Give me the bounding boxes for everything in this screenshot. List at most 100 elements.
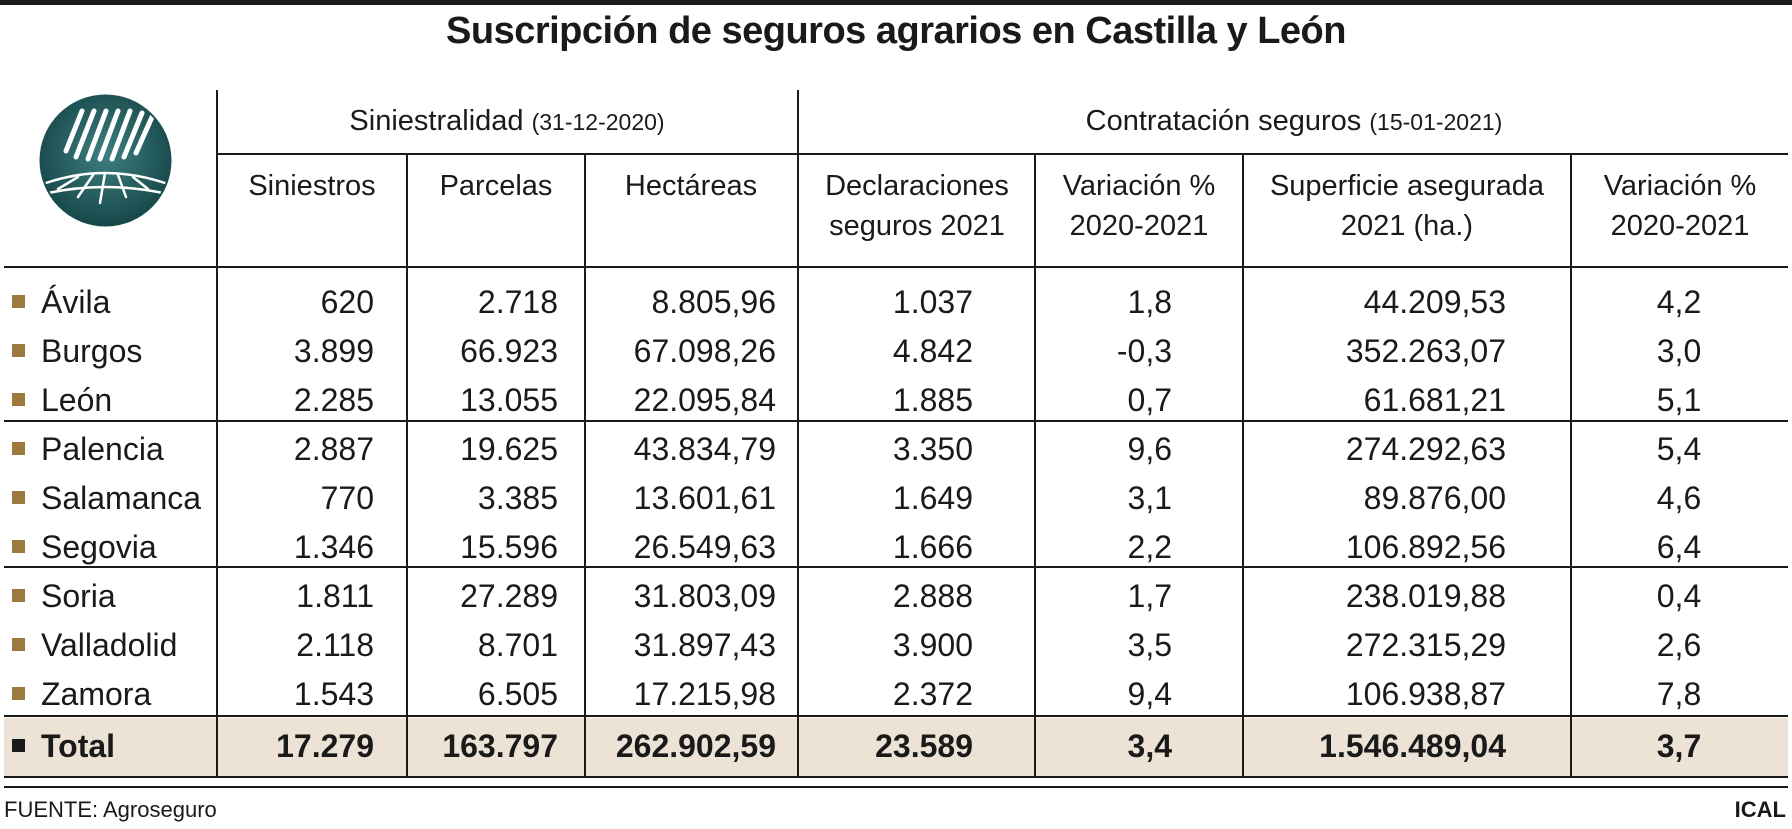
column-header-parcelas: Parcelas	[439, 170, 553, 202]
cell-variacion-superficie: 5,4	[1656, 431, 1702, 467]
cell-declaraciones: 2.888	[892, 578, 973, 614]
cell-hectareas: 31.897,43	[633, 627, 776, 663]
table-row-total: Total 17.279 163.797 262.902,59 23.589 3,4 1.5…	[0, 722, 1792, 770]
cell-parcelas: 2.718	[477, 284, 558, 320]
cell-hectareas: 22.095,84	[633, 382, 776, 418]
rule-header-bottom	[4, 266, 1788, 268]
row-label: Burgos	[12, 327, 142, 375]
rule-total-bottom	[4, 776, 1788, 778]
table-row: Ávila 620 2.718 8.805,96 1.037 1,8 44.209,53 4,…	[0, 278, 1792, 326]
credit-label: ICAL	[1734, 797, 1786, 822]
cell-parcelas: 6.505	[477, 676, 558, 712]
cell-parcelas: 15.596	[460, 529, 558, 565]
cell-variacion-superficie: 4,2	[1656, 284, 1702, 320]
cell-variacion-superficie: 2,6	[1656, 627, 1702, 663]
row-label: Zamora	[12, 670, 151, 718]
cell-declaraciones: 1.666	[892, 529, 973, 565]
cell-variacion-superficie: 7,8	[1656, 676, 1702, 712]
cell-siniestros: 17.279	[276, 728, 374, 764]
square-bullet-icon	[12, 687, 25, 701]
total-band	[4, 718, 1788, 776]
cell-variacion-declaraciones: 3,4	[1127, 728, 1172, 764]
rule-group-2	[4, 566, 1788, 568]
cell-variacion-declaraciones: 2,2	[1127, 529, 1172, 565]
rule-bottom	[4, 786, 1788, 788]
cell-superficie: 61.681,21	[1363, 382, 1506, 418]
cell-siniestros: 1.811	[296, 578, 374, 614]
row-label-text: Total	[41, 728, 116, 764]
cell-superficie: 44.209,53	[1363, 284, 1506, 320]
row-label-text: León	[41, 382, 113, 418]
vrule-1	[216, 90, 218, 778]
row-label-text: Salamanca	[41, 480, 202, 516]
chart-title: Suscripción de seguros agrarios en Casti…	[446, 10, 1346, 52]
cell-parcelas: 27.289	[460, 578, 558, 614]
row-label-text: Valladolid	[41, 627, 178, 663]
cell-declaraciones: 1.037	[892, 284, 973, 320]
cell-siniestros: 3.899	[293, 333, 374, 369]
cell-siniestros: 1.346	[293, 529, 374, 565]
row-label-text: Soria	[41, 578, 116, 614]
cell-hectareas: 67.098,26	[633, 333, 776, 369]
cell-hectareas: 17.215,98	[633, 676, 776, 712]
cell-variacion-declaraciones: 1,8	[1127, 284, 1172, 320]
row-label: Palencia	[12, 425, 164, 473]
cell-variacion-superficie: 6,4	[1656, 529, 1702, 565]
column-header-siniestros: Siniestros	[248, 170, 376, 202]
cell-siniestros: 620	[320, 284, 374, 320]
cell-variacion-declaraciones: 3,1	[1127, 480, 1172, 516]
row-label: Ávila	[12, 278, 110, 326]
vrule-3	[584, 153, 586, 778]
cell-superficie: 106.892,56	[1345, 529, 1506, 565]
cell-variacion-declaraciones: 0,7	[1127, 382, 1172, 418]
cell-superficie: 106.938,87	[1345, 676, 1506, 712]
row-label: León	[12, 376, 112, 424]
cell-hectareas: 31.803,09	[633, 578, 776, 614]
vrule-4	[797, 90, 799, 778]
column-header-superficie: Superficie asegurada 2021 (ha.)	[1269, 170, 1545, 242]
rule-total-top	[4, 715, 1788, 717]
cell-hectareas: 26.549,63	[633, 529, 776, 565]
column-header-hectareas: Hectáreas	[624, 170, 758, 202]
cell-parcelas: 3.385	[477, 480, 558, 516]
cell-declaraciones: 1.885	[892, 382, 973, 418]
table-row: Soria 1.811 27.289 31.803,09 2.888 1,7 238.019…	[0, 572, 1792, 620]
row-label-text: Palencia	[41, 431, 164, 467]
table-row: Zamora 1.543 6.505 17.215,98 2.372 9,4 106.938…	[0, 670, 1792, 718]
square-bullet-icon	[12, 540, 25, 554]
row-label: Soria	[12, 572, 116, 620]
cell-siniestros: 2.118	[296, 627, 374, 663]
cell-parcelas: 13.055	[460, 382, 558, 418]
table-row: Valladolid 2.118 8.701 31.897,43 3.900 3,5 272…	[0, 621, 1792, 669]
rule-group-1	[4, 420, 1788, 422]
cell-variacion-superficie: 0,4	[1656, 578, 1702, 614]
cell-declaraciones: 23.589	[875, 728, 973, 764]
cell-declaraciones: 3.350	[892, 431, 973, 467]
cell-declaraciones: 1.649	[892, 480, 973, 516]
square-bullet-icon	[12, 739, 25, 753]
cell-variacion-superficie: 4,6	[1656, 480, 1702, 516]
vrule-5	[1034, 153, 1036, 778]
cell-siniestros: 2.887	[293, 431, 374, 467]
row-label: Salamanca	[12, 474, 201, 522]
cell-declaraciones: 3.900	[892, 627, 973, 663]
vrule-6	[1242, 153, 1244, 778]
cell-variacion-declaraciones: 9,6	[1127, 431, 1172, 467]
square-bullet-icon	[12, 491, 25, 505]
table-row: Segovia 1.346 15.596 26.549,63 1.666 2,2 106.8…	[0, 523, 1792, 571]
square-bullet-icon	[12, 442, 25, 456]
cell-variacion-declaraciones: 3,5	[1127, 627, 1172, 663]
square-bullet-icon	[12, 589, 25, 603]
cell-declaraciones: 2.372	[892, 676, 973, 712]
cell-variacion-superficie: 5,1	[1656, 382, 1702, 418]
row-label: Valladolid	[12, 621, 177, 669]
table-row: Burgos 3.899 66.923 67.098,26 4.842 -0,3 352.2…	[0, 327, 1792, 375]
cell-superficie: 89.876,00	[1363, 480, 1506, 516]
row-label-text: Ávila	[41, 284, 111, 320]
cell-hectareas: 8.805,96	[651, 284, 776, 320]
cell-siniestros: 770	[320, 480, 374, 516]
cell-superficie: 238.019,88	[1345, 578, 1506, 614]
table-row: Salamanca 770 3.385 13.601,61 1.649 3,1 89.876…	[0, 474, 1792, 522]
column-header-variacion-declaraciones: Variación % 2020-2021	[1062, 170, 1216, 242]
cell-siniestros: 2.285	[293, 382, 374, 418]
